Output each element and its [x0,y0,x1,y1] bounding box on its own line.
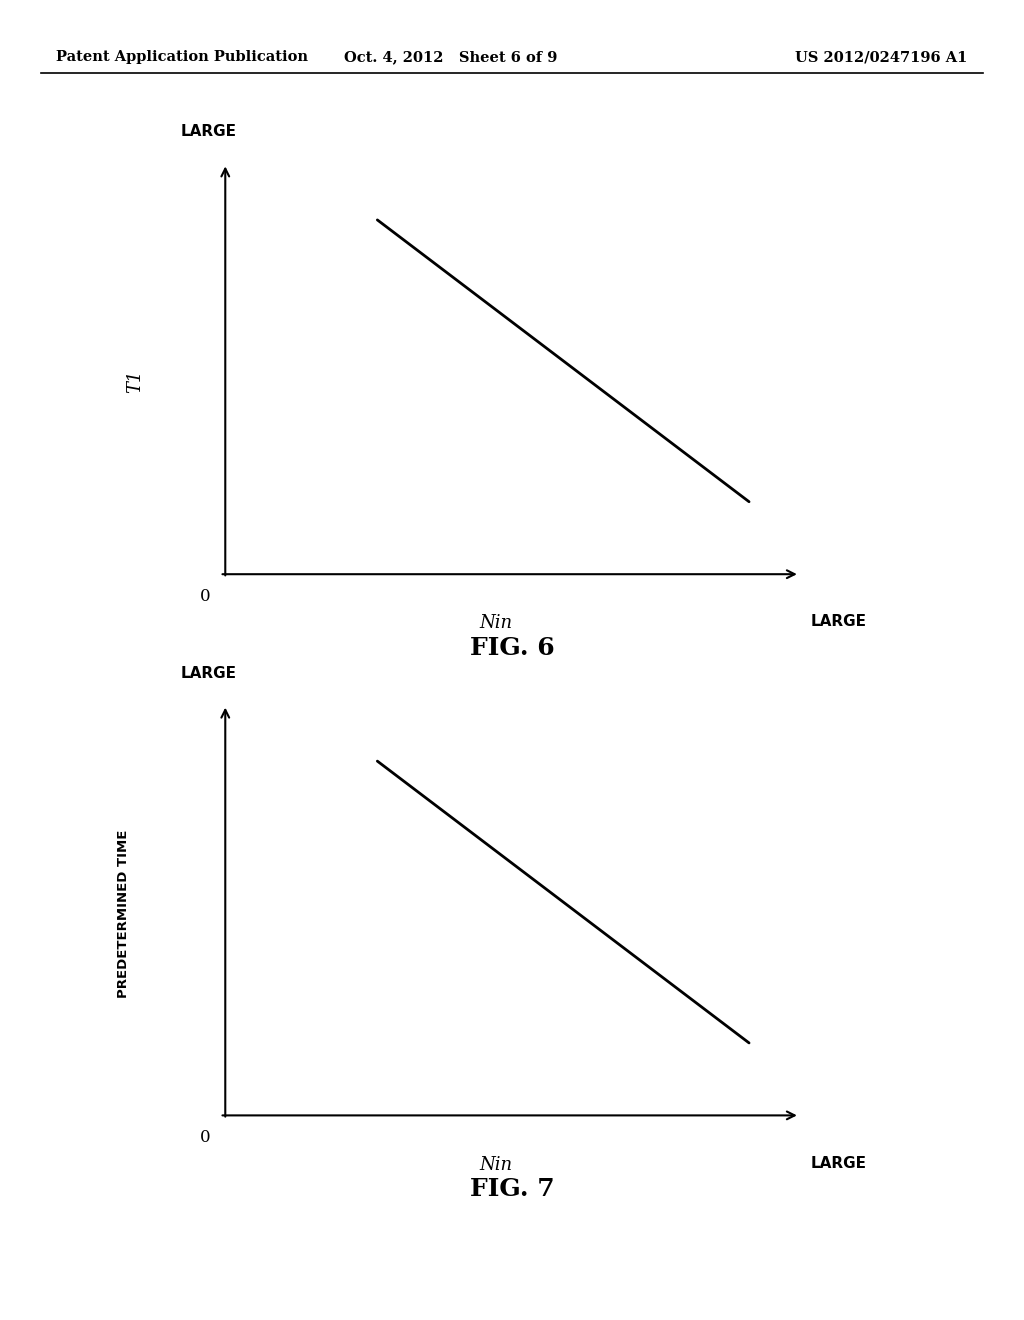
Text: Nin: Nin [479,1156,512,1173]
Text: LARGE: LARGE [811,1156,867,1171]
Text: US 2012/0247196 A1: US 2012/0247196 A1 [796,50,968,65]
Text: 0: 0 [201,587,211,605]
Text: LARGE: LARGE [180,665,237,681]
Text: Patent Application Publication: Patent Application Publication [56,50,308,65]
Text: Nin: Nin [479,615,512,632]
Text: LARGE: LARGE [811,615,867,630]
Text: FIG. 7: FIG. 7 [470,1177,554,1201]
Text: LARGE: LARGE [180,124,237,140]
Text: FIG. 6: FIG. 6 [470,636,554,660]
Text: Oct. 4, 2012   Sheet 6 of 9: Oct. 4, 2012 Sheet 6 of 9 [344,50,557,65]
Text: T1: T1 [126,370,144,393]
Text: PREDETERMINED TIME: PREDETERMINED TIME [118,830,130,998]
Text: 0: 0 [201,1129,211,1146]
